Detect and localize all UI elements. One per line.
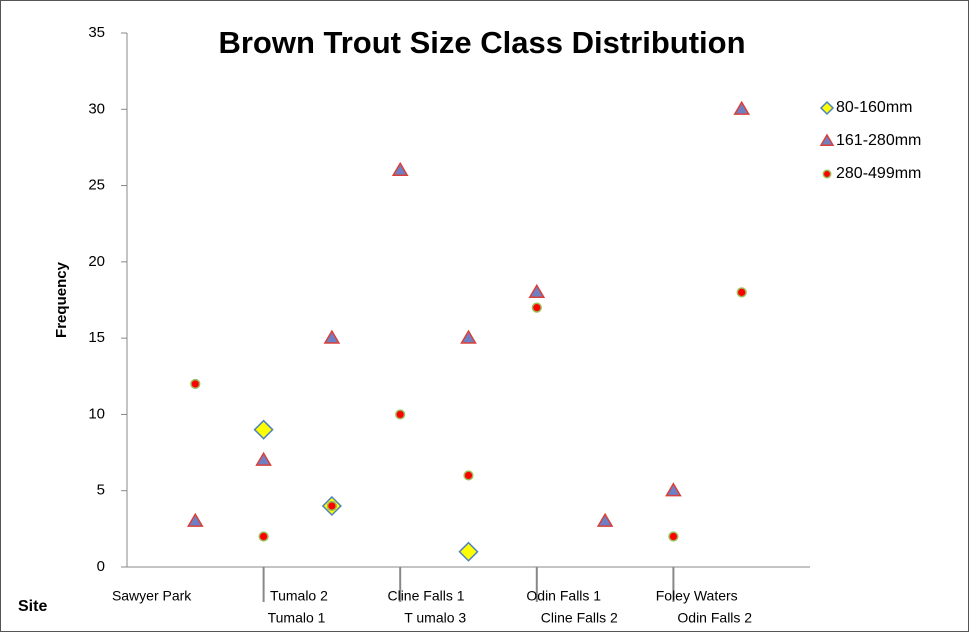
point bbox=[736, 287, 747, 298]
point bbox=[819, 100, 835, 116]
x-tick-label: Cline Falls 2 bbox=[541, 610, 618, 626]
point bbox=[395, 409, 406, 420]
point bbox=[733, 100, 751, 115]
x-tick-label: Odin Falls 1 bbox=[526, 588, 601, 604]
point bbox=[665, 482, 682, 497]
point bbox=[258, 531, 269, 542]
x-tick-label: Odin Falls 2 bbox=[677, 610, 752, 626]
y-tick-label: 25 bbox=[88, 177, 105, 194]
point bbox=[596, 512, 614, 527]
point bbox=[458, 541, 479, 562]
y-tick-label: 15 bbox=[88, 329, 105, 346]
y-tick-label: 10 bbox=[88, 405, 105, 422]
legend-label: 161-280mm bbox=[836, 132, 921, 149]
point bbox=[822, 169, 832, 179]
point bbox=[186, 512, 204, 527]
point bbox=[391, 161, 409, 176]
y-tick-label: 0 bbox=[97, 558, 105, 575]
point bbox=[819, 133, 835, 146]
x-tick-label: Tumalo 2 bbox=[270, 588, 328, 604]
point bbox=[190, 378, 201, 390]
x-tick-label: Tumalo 1 bbox=[268, 610, 326, 626]
point bbox=[531, 302, 542, 313]
legend-label: 280-499mm bbox=[836, 165, 921, 182]
point bbox=[668, 531, 679, 542]
point bbox=[323, 329, 341, 344]
point bbox=[253, 419, 274, 440]
chart-title: Brown Trout Size Class Distribution bbox=[218, 25, 745, 60]
y-axis-label: Frequency bbox=[53, 261, 70, 338]
point bbox=[460, 329, 477, 344]
x-axis-label: Site bbox=[18, 598, 47, 615]
x-tick-label: Foley Waters bbox=[656, 588, 738, 604]
y-tick-label: 35 bbox=[88, 24, 105, 41]
point bbox=[528, 283, 546, 299]
y-tick-label: 30 bbox=[88, 100, 105, 117]
x-tick-label: T umalo 3 bbox=[404, 610, 466, 626]
y-tick-label: 20 bbox=[88, 253, 105, 270]
point bbox=[463, 470, 474, 481]
point bbox=[255, 451, 272, 466]
y-tick-label: 5 bbox=[97, 482, 105, 499]
x-tick-label: Cline Falls 1 bbox=[387, 588, 464, 604]
point bbox=[326, 500, 337, 512]
legend-label: 80-160mm bbox=[836, 99, 912, 116]
x-tick-label: Sawyer Park bbox=[112, 588, 192, 604]
